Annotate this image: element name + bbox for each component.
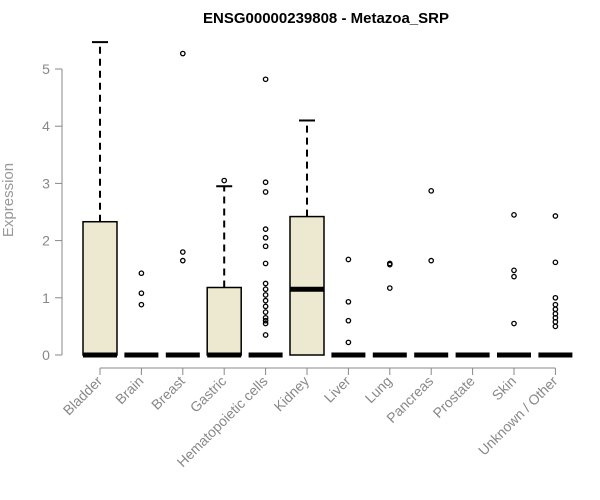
outlier-point xyxy=(428,187,435,194)
x-tick-label: Prostate xyxy=(430,373,478,421)
x-tick-label: Skin xyxy=(489,373,520,404)
outlier-point xyxy=(428,257,435,264)
outlier-point xyxy=(262,332,269,338)
outlier-point xyxy=(262,309,269,315)
outlier-point xyxy=(262,297,269,304)
outlier-point xyxy=(262,286,269,293)
outlier-point xyxy=(386,285,393,291)
box-group xyxy=(538,213,573,358)
y-tick-label: 1 xyxy=(42,290,50,306)
outlier-point xyxy=(221,177,228,184)
outlier-point xyxy=(552,323,559,330)
x-tick-label: Bladder xyxy=(60,373,106,419)
y-tick-label: 0 xyxy=(42,347,50,363)
outlier-point xyxy=(262,314,269,321)
chart-title: ENSG00000239808 - Metazoa_SRP xyxy=(203,10,449,27)
outlier-point xyxy=(179,249,186,255)
box-group xyxy=(414,187,449,358)
box-group xyxy=(165,50,200,358)
outlier-point xyxy=(262,179,269,186)
outlier-point xyxy=(138,301,145,308)
box-group xyxy=(206,177,242,358)
outlier-point xyxy=(179,257,186,264)
box-rect xyxy=(82,220,118,356)
outlier-point xyxy=(345,339,352,346)
outlier-point xyxy=(262,317,269,324)
outlier-point xyxy=(552,301,559,308)
box-group xyxy=(289,119,325,356)
outlier-point xyxy=(138,290,145,297)
box-group xyxy=(372,260,407,358)
outlier-point xyxy=(552,294,559,301)
outlier-point xyxy=(552,306,559,313)
outlier-point xyxy=(262,280,269,287)
outlier-point xyxy=(262,260,269,267)
outlier-point xyxy=(511,212,517,218)
outlier-point xyxy=(179,50,186,57)
outlier-point xyxy=(345,256,352,263)
box-group xyxy=(82,41,118,358)
y-tick-label: 5 xyxy=(42,61,50,77)
y-tick-label: 4 xyxy=(42,118,50,134)
outlier-point xyxy=(386,260,393,267)
box-group xyxy=(497,212,531,358)
y-tick-label: 2 xyxy=(42,233,50,249)
x-tick-label: Brain xyxy=(112,373,146,407)
box-group xyxy=(331,256,366,358)
box-rect xyxy=(289,215,325,356)
outlier-point xyxy=(262,243,269,250)
x-tick-label: Breast xyxy=(148,373,188,413)
outlier-point xyxy=(262,292,269,298)
outlier-point xyxy=(138,270,145,277)
box-series xyxy=(82,41,573,358)
outlier-point xyxy=(511,320,517,327)
y-axis: 0 1 2 3 4 5 xyxy=(42,61,63,363)
x-tick-label: Unknown / Other xyxy=(475,373,561,459)
outlier-point xyxy=(511,273,517,280)
outlier-point xyxy=(552,213,559,219)
outlier-point xyxy=(511,267,517,274)
outlier-point xyxy=(262,189,269,195)
x-tick-label: Kidney xyxy=(271,373,313,415)
box-rect xyxy=(206,286,242,356)
y-tick-label: 3 xyxy=(42,175,50,191)
outlier-point xyxy=(345,317,352,324)
outlier-point xyxy=(262,226,269,233)
x-tick-label: Liver xyxy=(321,373,354,406)
y-axis-label: Expression xyxy=(0,163,17,237)
outlier-point xyxy=(262,303,269,310)
outlier-point xyxy=(262,76,269,83)
outlier-point xyxy=(345,298,352,305)
outlier-point xyxy=(552,259,559,266)
box-group xyxy=(248,76,283,358)
outlier-point xyxy=(262,234,269,241)
outlier-point xyxy=(262,320,269,327)
box-group xyxy=(124,270,159,358)
x-tick-label: Lung xyxy=(362,373,395,406)
